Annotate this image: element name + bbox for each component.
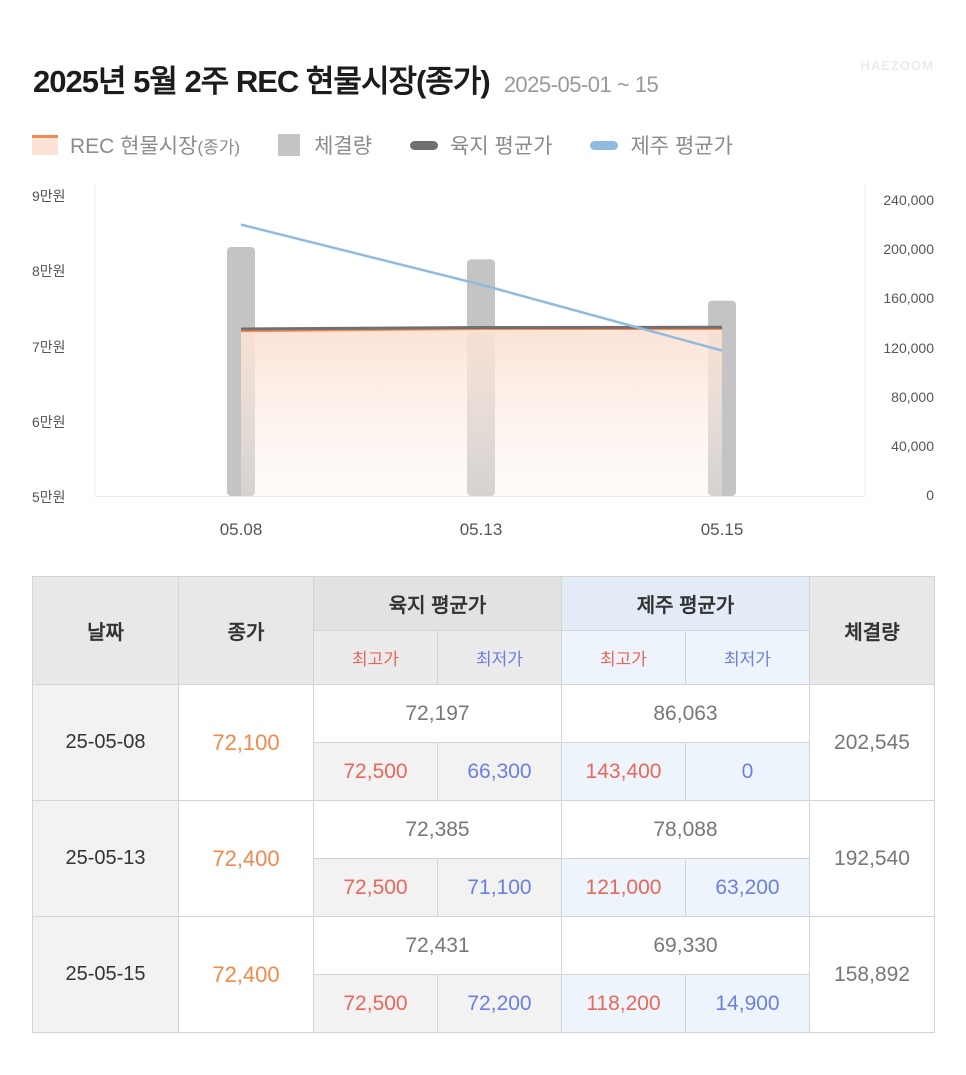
cell-land-high: 72,500 [313,974,438,1033]
cell-jeju-avg: 69,330 [561,916,810,975]
plot-area [94,184,866,497]
cell-volume: 202,545 [809,684,935,801]
legend-item-volume[interactable]: 체결량 [278,130,372,160]
header-land-avg: 육지 평균가 [313,576,562,631]
legend-item-rec[interactable]: REC 현물시장 (종가) [32,130,240,160]
y-tick-right: 240,000 [883,192,934,208]
header-volume: 체결량 [809,576,935,685]
cell-close: 72,400 [178,800,314,917]
table-row: 25-05-15 72,400 72,431 69,330 158,892 [32,916,935,1033]
y-tick-right: 40,000 [891,437,934,454]
cell-jeju-low: 14,900 [685,974,810,1033]
cell-date: 25-05-13 [32,800,179,917]
chart-legend: REC 현물시장 (종가) 체결량 육지 평균가 제주 평균가 [32,130,771,160]
header-date: 날짜 [32,576,179,685]
cell-land-low: 72,200 [437,974,562,1033]
cell-close: 72,100 [178,684,314,801]
legend-item-jeju-avg[interactable]: 제주 평균가 [590,130,733,160]
header-jeju-avg: 제주 평균가 [561,576,810,631]
cell-land-high: 72,500 [313,742,438,801]
watermark-logo: HAEZOOM [860,58,934,73]
cell-land-avg: 72,431 [313,916,562,975]
cell-land-high: 72,500 [313,858,438,917]
y-tick-right: 160,000 [883,290,934,307]
y-tick-left: 8만원 [32,263,66,280]
y-tick-right: 0 [926,487,934,503]
bar-swatch-icon [278,134,301,156]
cell-jeju-avg: 78,088 [561,800,810,859]
x-tick: 05.13 [459,520,503,539]
y-tick-left: 5만원 [32,489,66,505]
area-swatch-icon [32,135,58,155]
x-tick: 05.15 [700,520,744,539]
header-jeju-high: 최고가 [561,630,686,685]
cell-jeju-high: 118,200 [561,974,686,1033]
table-row: 25-05-08 72,100 72,197 86,063 202,545 [32,684,935,801]
price-table: 날짜 종가 육지 평균가 제주 평균가 체결량 최고가 최저가 최고가 최저가 … [32,576,935,1033]
y-tick-left: 9만원 [32,188,66,204]
table-subrow: 72,500 71,100 121,000 63,200 [33,858,935,917]
legend-label-suffix: (종가) [197,137,241,157]
cell-jeju-low: 63,200 [685,858,810,917]
y-tick-right: 120,000 [883,339,934,356]
y-tick-left: 6만원 [32,413,66,430]
date-range: 2025-05-01 ~ 15 [503,72,659,97]
header-land-low: 최저가 [437,630,562,685]
cell-land-low: 66,300 [437,742,562,801]
cell-volume: 158,892 [809,916,935,1033]
cell-land-low: 71,100 [437,858,562,917]
table-subrow: 72,500 66,300 143,400 0 [33,742,935,801]
legend-label: 제주 평균가 [630,135,733,158]
y-tick-right: 200,000 [883,241,934,258]
legend-label: REC 현물시장 [70,135,198,158]
cell-close: 72,400 [178,916,314,1033]
cell-jeju-high: 121,000 [561,858,686,917]
cell-jeju-low: 0 [685,742,810,801]
header-land-high: 최고가 [313,630,438,685]
cell-volume: 192,540 [809,800,935,917]
cell-land-avg: 72,197 [313,684,562,743]
combo-chart: 9만원 8만원 7만원 6만원 5만원 240,000 200,000 160,000 120… [0,170,966,560]
legend-label: 육지 평균가 [450,135,553,158]
header-jeju-low: 최저가 [685,630,810,685]
legend-item-land-avg[interactable]: 육지 평균가 [410,130,552,160]
y-tick-left: 7만원 [32,338,66,355]
table-row: 25-05-13 72,400 72,385 78,088 192,540 [32,800,935,917]
line-swatch-icon [410,140,439,150]
line-swatch-icon [590,140,619,150]
y-tick-right: 80,000 [891,388,934,405]
cell-land-avg: 72,385 [313,800,562,859]
legend-label: 체결량 [314,135,373,158]
table-subrow: 72,500 72,200 118,200 14,900 [33,974,935,1033]
page-title: 2025년 5월 2주 REC 현물시장(종가) [33,64,491,99]
cell-jeju-avg: 86,063 [561,684,810,743]
chart-header: 2025년 5월 2주 REC 현물시장(종가) 2025-05-01 ~ 15 [33,56,659,101]
header-close: 종가 [178,576,314,685]
cell-jeju-high: 143,400 [561,742,686,801]
cell-date: 25-05-15 [32,916,179,1033]
cell-date: 25-05-08 [32,684,179,801]
x-tick: 05.08 [219,520,263,539]
